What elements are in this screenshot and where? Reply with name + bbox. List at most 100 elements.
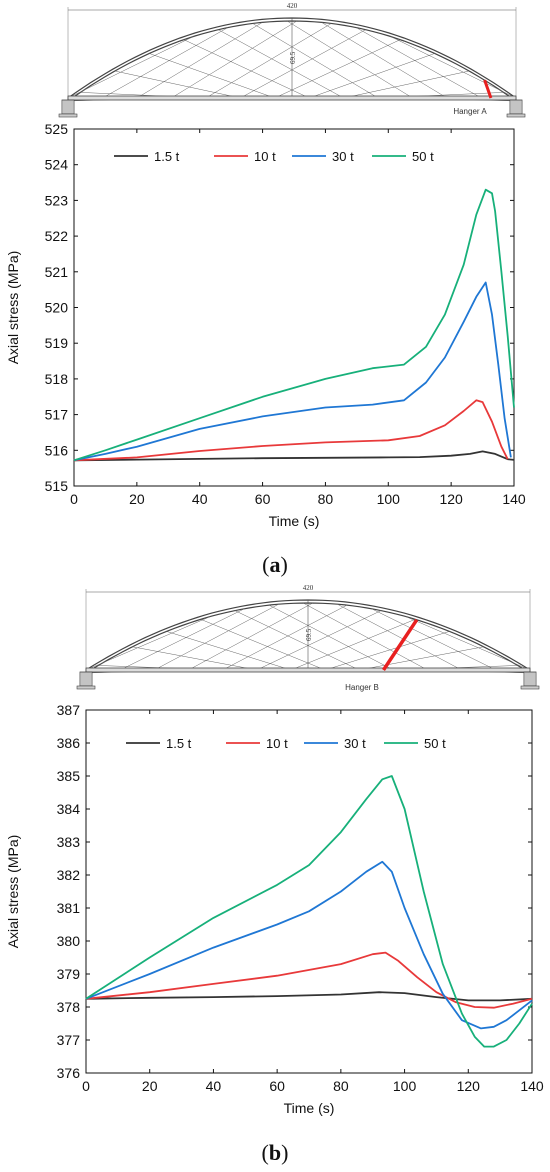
hanger-cable — [240, 29, 366, 99]
x-tick-label: 120 — [457, 1078, 481, 1094]
legend-label: 1.5 t — [154, 149, 180, 164]
y-tick-label: 520 — [45, 300, 69, 316]
legend-label: 1.5 t — [166, 736, 192, 751]
x-tick-label: 20 — [142, 1078, 158, 1094]
span-label: 420 — [303, 584, 314, 592]
y-tick-label: 379 — [57, 966, 81, 982]
y-tick-label: 523 — [45, 192, 69, 208]
y-tick-label: 517 — [45, 407, 69, 423]
y-tick-label: 386 — [57, 735, 81, 751]
hanger-cable — [234, 610, 360, 671]
legend-label: 10 t — [266, 736, 288, 751]
hanger-cable — [85, 616, 211, 671]
y-tick-label: 519 — [45, 335, 69, 351]
x-tick-label: 0 — [82, 1078, 90, 1094]
series-line-15t — [73, 450, 515, 462]
hanger-cable — [136, 22, 263, 99]
rise-label: 69.5 — [305, 628, 313, 641]
y-tick-label: 376 — [57, 1065, 81, 1081]
support-base — [76, 685, 96, 690]
highlighted-hanger — [483, 79, 493, 99]
hanger-cable — [252, 23, 379, 99]
y-tick-label: 515 — [45, 478, 69, 494]
y-tick-label: 521 — [45, 264, 69, 280]
x-tick-label: 80 — [333, 1078, 349, 1094]
plot-frame — [85, 709, 533, 1074]
hanger-label: Hanger B — [345, 683, 379, 692]
bridge-diagram-b: 420 69.5 Hanger B — [76, 584, 540, 692]
support-base — [520, 685, 540, 690]
hanger-cable — [166, 631, 291, 671]
series-line-30t — [85, 860, 533, 1030]
hanger-cable — [337, 604, 462, 671]
y-tick-label: 518 — [45, 371, 69, 387]
hanger-cable — [343, 70, 470, 99]
hanger-cable — [321, 22, 448, 99]
x-axis-title: Time (s) — [269, 513, 320, 529]
hanger-cable — [390, 36, 517, 99]
legend-label: 30 t — [332, 149, 354, 164]
x-axis-title: Time (s) — [284, 1100, 335, 1116]
hanger-cable — [256, 610, 382, 671]
x-tick-label: 120 — [439, 491, 463, 507]
y-tick-label: 382 — [57, 867, 81, 883]
hanger-cable — [355, 27, 482, 99]
hanger-label: Hanger A — [453, 107, 487, 116]
hanger-cable — [309, 53, 435, 99]
x-tick-label: 100 — [393, 1078, 417, 1094]
hanger-cable — [67, 36, 194, 99]
x-tick-label: 20 — [129, 491, 145, 507]
x-tick-label: 140 — [502, 491, 526, 507]
y-tick-label: 383 — [57, 834, 81, 850]
x-tick-label: 40 — [192, 491, 208, 507]
y-tick-label: 525 — [45, 121, 69, 137]
figure-panel-a: 420 69.5 Hanger A 0 20 40 60 80 100 120 140 515 516… — [5, 2, 526, 577]
legend: 1.5 t 10 t 30 t 50 t — [126, 736, 446, 751]
hanger-cable — [183, 39, 310, 99]
x-tick-label: 40 — [206, 1078, 222, 1094]
support-base — [58, 113, 78, 118]
panel-label-a: (a) — [262, 552, 288, 577]
hanger-cable — [205, 23, 332, 99]
y-tick-label: 384 — [57, 801, 81, 817]
hanger-cable — [120, 608, 245, 671]
series-line-30t — [73, 281, 512, 462]
hanger-cable — [154, 604, 279, 671]
x-tick-label: 100 — [377, 491, 401, 507]
hanger-cable — [274, 39, 401, 99]
panel-a-svg: 420 69.5 Hanger A 0 20 40 60 80 100 120 140 515 516… — [5, 2, 526, 577]
x-tick-label: 80 — [318, 491, 334, 507]
series-line-10t — [73, 399, 509, 462]
series-line-15t — [85, 991, 533, 1002]
y-tick-label: 380 — [57, 933, 81, 949]
chart-b: 0 20 40 60 80 100 120 140 376 377 378 379 380 381 382 3… — [5, 702, 544, 1116]
bridge-deck — [85, 667, 531, 673]
highlighted-hanger — [382, 618, 419, 671]
x-tick-label: 60 — [269, 1078, 285, 1094]
hanger-cable — [200, 619, 326, 671]
hanger-cable — [303, 602, 428, 671]
series-line-50t — [85, 775, 533, 1048]
x-tick-label: 140 — [520, 1078, 544, 1094]
hanger-cable — [149, 53, 275, 99]
y-tick-label: 516 — [45, 442, 69, 458]
hanger-cable — [290, 619, 416, 671]
y-tick-label: 387 — [57, 702, 81, 718]
support-left — [58, 99, 78, 118]
legend-label: 50 t — [424, 736, 446, 751]
hanger-cable — [359, 646, 484, 671]
series-line-10t — [85, 951, 533, 1009]
support-base — [506, 113, 526, 118]
legend: 1.5 t 10 t 30 t 50 t — [114, 149, 434, 164]
hanger-cable — [114, 70, 241, 99]
legend-label: 50 t — [412, 149, 434, 164]
support-left — [76, 671, 96, 690]
hanger-cable — [222, 604, 348, 671]
rise-label: 69.5 — [289, 51, 297, 64]
panel-b-svg: 420 69.5 Hanger B 0 20 40 60 80 100 120 140 376 377… — [5, 584, 544, 1165]
hanger-cable — [132, 646, 257, 671]
hanger-cable — [102, 27, 229, 99]
y-axis-title: Axial stress (MPa) — [5, 835, 21, 949]
y-tick-label: 522 — [45, 228, 69, 244]
hanger-cable — [287, 20, 413, 99]
